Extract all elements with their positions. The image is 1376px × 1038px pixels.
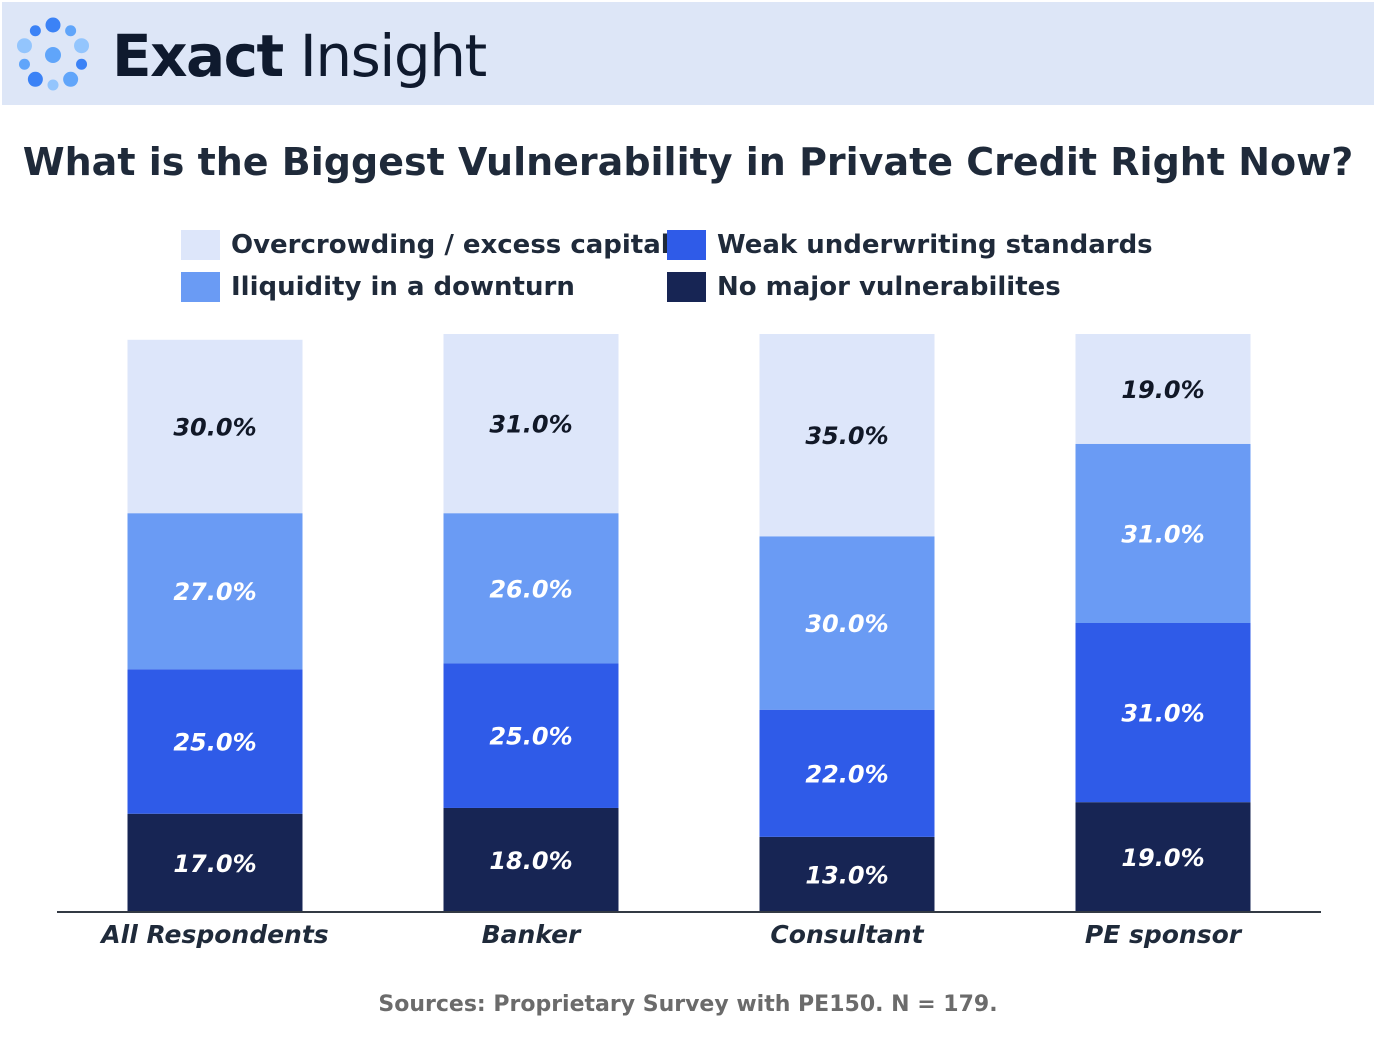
legend-label-weak-underwriting: Weak underwriting standards — [717, 230, 1153, 260]
bar-segment — [1075, 623, 1251, 803]
x-tick-label: Banker — [482, 920, 582, 949]
bar-segment — [443, 663, 619, 808]
bar-segment — [443, 334, 619, 514]
bar-segment — [759, 536, 935, 710]
data-label: 25.0% — [173, 728, 256, 756]
legend-swatch-weak-underwriting — [667, 230, 706, 260]
x-tick-label: All Respondents — [99, 920, 328, 949]
data-label: 17.0% — [173, 850, 256, 878]
header-banner: Exact Insight — [2, 2, 1374, 105]
bar-segment — [127, 813, 303, 912]
x-tick-label: Consultant — [770, 920, 924, 949]
legend-label-iliquidity: Iliquidity in a downturn — [231, 272, 575, 302]
data-label: 27.0% — [173, 578, 256, 606]
brand-name-bold: Exact — [112, 22, 284, 90]
data-label: 35.0% — [805, 422, 888, 450]
bar-segment — [759, 836, 935, 912]
logo-dot — [76, 58, 88, 70]
source-note: Sources: Proprietary Survey with PE150. … — [378, 992, 998, 1017]
logo-dot — [16, 38, 32, 54]
brand-name: Exact Insight — [112, 22, 488, 90]
exact-insight-logo-icon — [16, 17, 90, 91]
logo-dot — [47, 79, 59, 91]
logo-dot — [27, 71, 43, 87]
data-label: 26.0% — [489, 575, 572, 603]
data-label: 31.0% — [1121, 700, 1204, 728]
bar-segment — [1075, 443, 1251, 623]
legend-swatch-iliquidity — [181, 272, 220, 302]
logo-dot — [45, 17, 61, 33]
bar-segment — [1075, 334, 1251, 444]
data-label: 31.0% — [489, 411, 572, 439]
data-label: 22.0% — [805, 760, 888, 788]
data-label: 19.0% — [1121, 376, 1204, 404]
bar-segment — [127, 669, 303, 814]
bar-segment — [127, 513, 303, 670]
logo-dot — [29, 25, 41, 37]
x-tick-label: PE sponsor — [1085, 920, 1243, 949]
logo-dot — [18, 58, 30, 70]
data-label: 13.0% — [805, 861, 888, 889]
bar-segment — [759, 709, 935, 837]
logo-dot — [74, 38, 90, 54]
chart-title: What is the Biggest Vulnerability in Pri… — [22, 140, 1354, 184]
logo-dot — [63, 71, 79, 87]
data-label: 25.0% — [489, 723, 572, 751]
data-label: 19.0% — [1121, 844, 1204, 872]
data-label: 30.0% — [173, 413, 256, 441]
brand-name-light: Insight — [282, 22, 488, 90]
logo-center-dot — [45, 47, 61, 63]
legend-label-overcrowding: Overcrowding / excess capital — [231, 230, 670, 260]
data-label: 30.0% — [805, 610, 888, 638]
bar-segment — [443, 513, 619, 664]
data-label: 18.0% — [489, 847, 572, 875]
bar-segment — [443, 807, 619, 912]
data-label: 31.0% — [1121, 520, 1204, 548]
legend-label-no-major: No major vulnerabilites — [717, 272, 1061, 302]
bar-segment — [759, 334, 935, 537]
bar-segment — [127, 339, 303, 514]
legend-swatch-overcrowding — [181, 230, 220, 260]
logo-dot — [65, 25, 77, 37]
bar-segment — [1075, 802, 1251, 912]
legend-swatch-no-major — [667, 272, 706, 302]
